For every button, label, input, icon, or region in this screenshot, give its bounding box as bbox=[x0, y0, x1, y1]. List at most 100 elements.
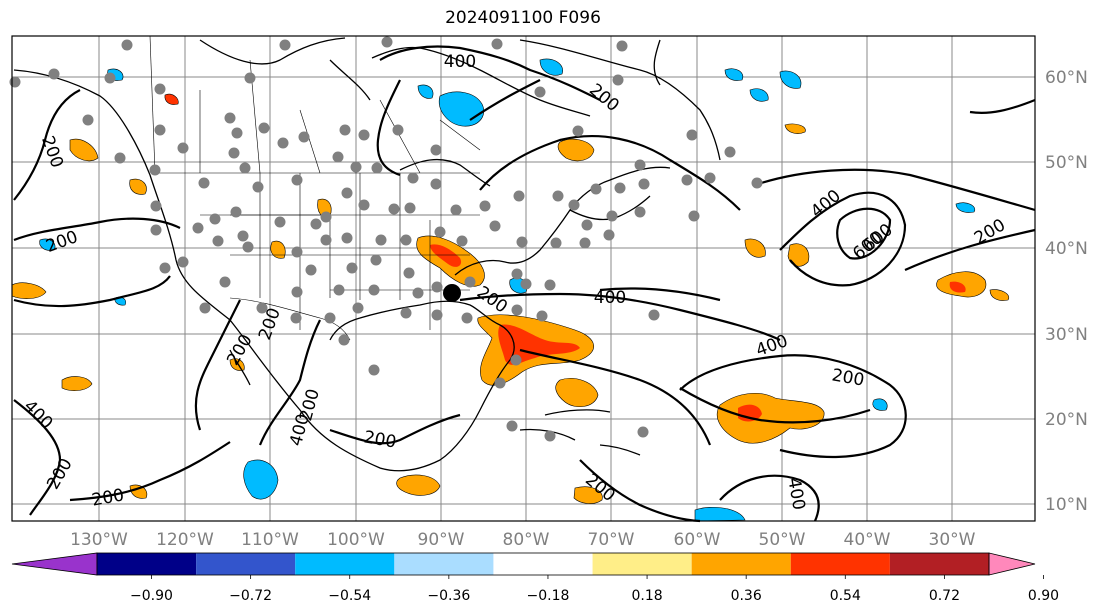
station-marker bbox=[368, 284, 380, 296]
station-marker bbox=[244, 72, 256, 84]
station-marker bbox=[681, 174, 693, 186]
station-marker bbox=[491, 38, 503, 50]
station-marker bbox=[516, 236, 528, 248]
colorbar-tick-label: −0.36 bbox=[427, 588, 470, 604]
colorbar-tick-label: 0.72 bbox=[929, 588, 960, 604]
station-marker bbox=[82, 114, 94, 126]
station-marker bbox=[513, 190, 525, 202]
station-marker bbox=[403, 267, 415, 279]
latitude-label: 60°N bbox=[1045, 68, 1088, 88]
colorbar-segment bbox=[493, 553, 593, 575]
map-border bbox=[11, 35, 1036, 522]
station-marker bbox=[177, 256, 189, 268]
station-marker bbox=[407, 172, 419, 184]
latitude-label: 30°N bbox=[1045, 325, 1088, 345]
station-marker bbox=[9, 76, 21, 88]
latitude-labels: 60°N 50°N 40°N 30°N 20°N 10°N bbox=[1045, 68, 1088, 515]
colorbar-segment bbox=[295, 553, 395, 575]
station-marker bbox=[552, 190, 564, 202]
station-marker bbox=[150, 224, 162, 236]
station-marker bbox=[224, 112, 236, 124]
station-marker bbox=[358, 199, 370, 211]
contour-label: 400 bbox=[444, 52, 476, 72]
station-marker bbox=[388, 203, 400, 215]
selected-point-marker bbox=[443, 284, 461, 302]
coastlines bbox=[13, 37, 721, 472]
station-marker bbox=[228, 147, 240, 159]
contour-label: 400 bbox=[594, 288, 626, 308]
station-marker bbox=[381, 36, 393, 48]
station-marker bbox=[400, 307, 412, 319]
colorbar-min-extension bbox=[11, 552, 98, 576]
station-marker bbox=[434, 226, 446, 238]
station-marker bbox=[751, 177, 763, 189]
station-marker bbox=[590, 183, 602, 195]
station-marker bbox=[350, 161, 362, 173]
station-marker bbox=[192, 222, 204, 234]
longitude-label: 100°W bbox=[327, 530, 385, 550]
station-marker bbox=[550, 237, 562, 249]
station-marker bbox=[341, 187, 353, 199]
colorbar-tick-label: −0.18 bbox=[527, 588, 570, 604]
colorbar-tick-label: 0.54 bbox=[830, 588, 861, 604]
colorbar-outline bbox=[96, 552, 990, 576]
station-marker bbox=[506, 420, 518, 432]
station-marker bbox=[291, 286, 303, 298]
station-marker bbox=[256, 302, 268, 314]
longitude-label: 110°W bbox=[241, 530, 299, 550]
station-marker bbox=[648, 309, 660, 321]
station-marker bbox=[274, 216, 286, 228]
colorbar-segment bbox=[196, 553, 296, 575]
station-marker bbox=[237, 230, 249, 242]
station-marker bbox=[536, 310, 548, 322]
station-marker bbox=[368, 364, 380, 376]
colorbar-max-extension bbox=[988, 552, 1036, 576]
colorbar-tick-label: −0.54 bbox=[328, 588, 371, 604]
station-marker bbox=[579, 237, 591, 249]
colorbar-segment bbox=[97, 553, 197, 575]
station-marker bbox=[279, 39, 291, 51]
station-marker bbox=[400, 234, 412, 246]
station-markers bbox=[9, 36, 763, 442]
station-marker bbox=[310, 218, 322, 230]
latitude-label: 40°N bbox=[1045, 239, 1088, 259]
station-marker bbox=[346, 262, 358, 274]
station-marker bbox=[581, 219, 593, 231]
station-marker bbox=[534, 86, 546, 98]
station-marker bbox=[464, 276, 476, 288]
station-marker bbox=[461, 312, 473, 324]
colorbar-segment bbox=[790, 553, 890, 575]
station-marker bbox=[341, 232, 353, 244]
station-marker bbox=[634, 206, 646, 218]
station-marker bbox=[612, 74, 624, 86]
colorbar-segment bbox=[691, 553, 791, 575]
colorbar-tick-label: 0.90 bbox=[1028, 588, 1059, 604]
station-marker bbox=[333, 284, 345, 296]
station-marker bbox=[352, 302, 364, 314]
station-marker bbox=[430, 178, 442, 190]
station-marker bbox=[320, 234, 332, 246]
station-marker bbox=[724, 146, 736, 158]
station-marker bbox=[324, 312, 336, 324]
station-marker bbox=[239, 162, 251, 174]
station-marker bbox=[114, 152, 126, 164]
station-marker bbox=[338, 334, 350, 346]
station-marker bbox=[230, 206, 242, 218]
station-marker bbox=[520, 278, 532, 290]
station-marker bbox=[606, 210, 618, 222]
station-marker bbox=[291, 246, 303, 258]
station-marker bbox=[637, 426, 649, 438]
station-marker bbox=[231, 127, 243, 139]
station-marker bbox=[339, 124, 351, 136]
station-marker bbox=[242, 241, 254, 253]
station-marker bbox=[511, 268, 523, 280]
station-marker bbox=[456, 235, 468, 247]
station-marker bbox=[358, 129, 370, 141]
station-marker bbox=[430, 144, 442, 156]
station-marker bbox=[392, 124, 404, 136]
longitude-label: 120°W bbox=[156, 530, 214, 550]
colorbar-tick-label: 0.18 bbox=[631, 588, 662, 604]
colorbar-tick-label: −0.90 bbox=[130, 588, 173, 604]
positive-anomaly-regions bbox=[11, 93, 1010, 504]
